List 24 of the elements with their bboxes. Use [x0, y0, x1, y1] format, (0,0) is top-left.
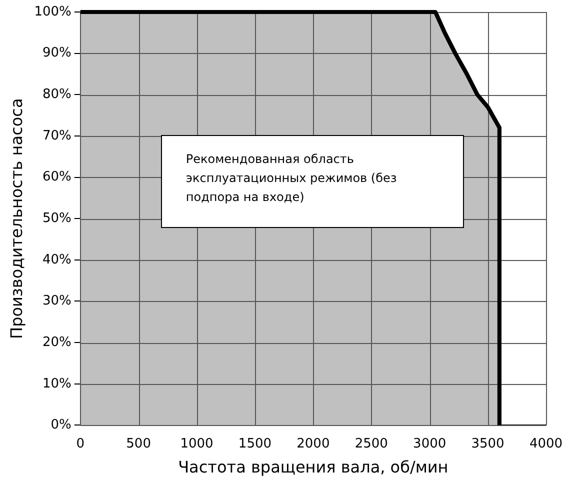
y-tick-label: 70%	[42, 128, 72, 144]
x-tick-label: 1500	[238, 436, 272, 452]
x-tick-label: 2000	[296, 436, 330, 452]
x-tick-label: 1000	[180, 436, 214, 452]
y-tick-label: 50%	[42, 210, 72, 226]
y-tick-label: 60%	[42, 170, 72, 185]
x-tick-label: 4000	[529, 436, 563, 452]
y-tick-label: 80%	[42, 87, 72, 102]
y-tick-label: 20%	[42, 334, 72, 350]
annotation: Рекомендованная область эксплуатационных режимов (без подпора на входе)	[186, 150, 398, 206]
x-tick-label: 0	[76, 436, 85, 452]
x-tick-label: 500	[126, 436, 151, 452]
x-axis-title: Частота вращения вала, об/мин	[178, 458, 448, 477]
y-tick-label: 40%	[42, 252, 72, 268]
y-tick-label: 0%	[50, 418, 72, 433]
y-tick-label: 30%	[42, 294, 72, 309]
x-tick-label: 3000	[413, 436, 446, 452]
y-tick-label: 10%	[42, 376, 72, 392]
y-tick-label: 100%	[34, 4, 72, 20]
x-tick-label: 2500	[354, 436, 388, 452]
y-axis-title: Производительность насоса	[6, 98, 26, 339]
note-box: Рекомендованная область эксплуатационных режимов (без подпора на входе)	[160, 134, 464, 228]
x-tick-label: 3500	[471, 436, 504, 452]
y-tick-label: 90%	[42, 46, 72, 61]
